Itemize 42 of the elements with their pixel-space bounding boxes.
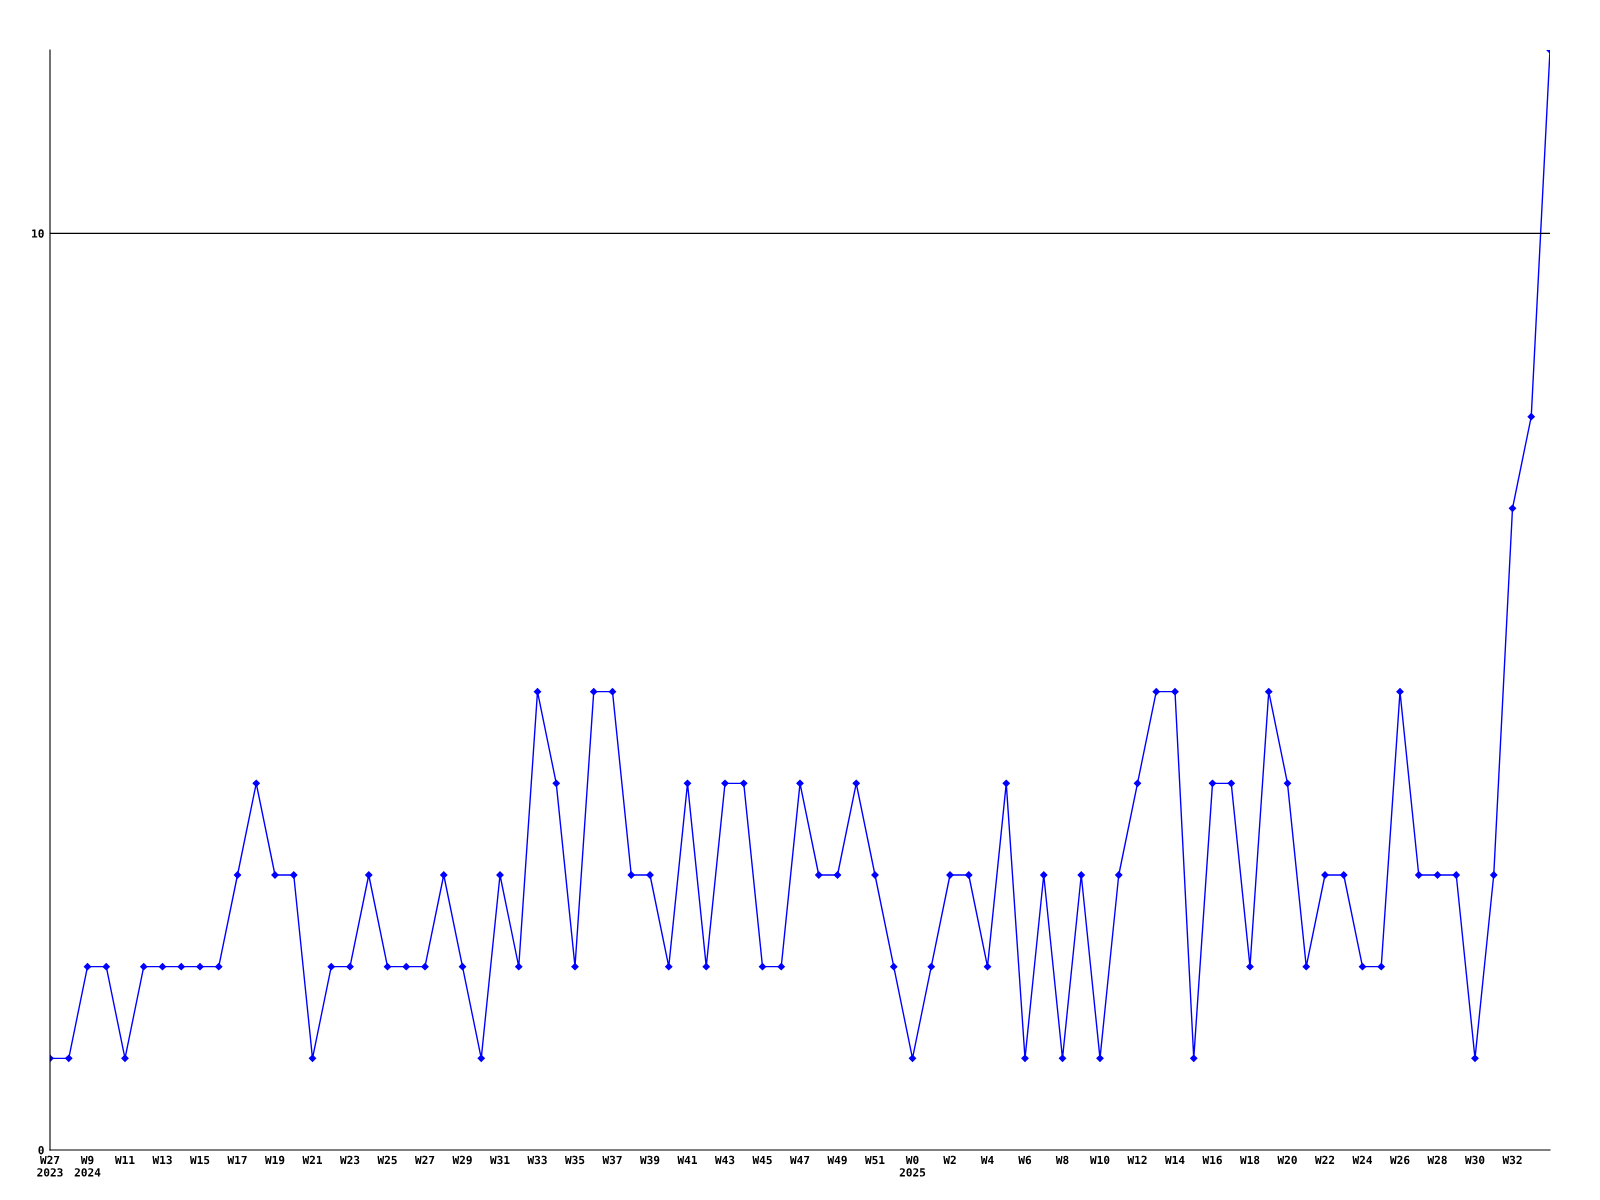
x-tick-label: W11 — [114, 1155, 135, 1164]
x-tick-label: W19 — [264, 1155, 285, 1165]
x-tick-label: W39 — [639, 1155, 660, 1165]
x-tick-label: W28 — [1427, 1155, 1447, 1165]
x-tick-label: W30 — [1464, 1155, 1485, 1165]
x-tick-label: W6 — [1018, 1155, 1032, 1165]
x-tick-label: W51 — [864, 1155, 885, 1165]
x-tick-label: W21 — [302, 1155, 322, 1164]
y-tick-label: 0 — [38, 1145, 44, 1155]
x-tick-label: W14 — [1164, 1155, 1185, 1164]
x-tick-label: W32 — [1502, 1155, 1522, 1165]
x-tick-label: W35 — [564, 1155, 585, 1165]
x-tick-label: W8 — [1055, 1155, 1069, 1165]
x-tick-label: W2 — [943, 1155, 956, 1164]
x-tick-label: W12 — [1127, 1155, 1147, 1164]
x-tick-label: W20 — [1277, 1155, 1297, 1165]
x-tick-label: W31 — [489, 1155, 510, 1165]
x-tick-label: W16 — [1202, 1155, 1222, 1165]
x-tick-label: W22 — [1314, 1155, 1335, 1164]
x-tick-label: W33 — [527, 1155, 547, 1165]
x-tick-label: W9 2024 — [74, 1155, 101, 1177]
x-tick-label: W49 — [827, 1155, 847, 1165]
x-tick-label: W27 — [414, 1155, 435, 1164]
x-tick-label: W24 — [1352, 1155, 1373, 1164]
x-tick-label: W41 — [677, 1155, 697, 1164]
x-tick-label: W10 — [1089, 1155, 1110, 1165]
x-tick-label: W25 — [377, 1155, 397, 1165]
x-tick-label: W37 — [602, 1155, 622, 1165]
x-tick-label: W47 — [789, 1155, 810, 1164]
x-tick-label: W0 2025 — [899, 1155, 926, 1177]
x-tick-label: W17 — [227, 1155, 247, 1164]
x-tick-label: W43 — [714, 1155, 735, 1165]
x-tick-label: W15 — [189, 1155, 210, 1165]
x-tick-label: W45 — [752, 1155, 772, 1165]
x-tick-label: W27 2023 — [37, 1155, 63, 1177]
x-tick-label: W29 — [452, 1155, 472, 1165]
x-tick-label: W26 — [1389, 1155, 1410, 1165]
y-tick-label: 10 — [32, 229, 44, 238]
x-tick-label: W18 — [1239, 1155, 1260, 1165]
x-tick-label: W13 — [152, 1155, 172, 1165]
x-tick-label: W23 — [339, 1155, 360, 1165]
x-tick-label: W4 — [980, 1155, 994, 1164]
